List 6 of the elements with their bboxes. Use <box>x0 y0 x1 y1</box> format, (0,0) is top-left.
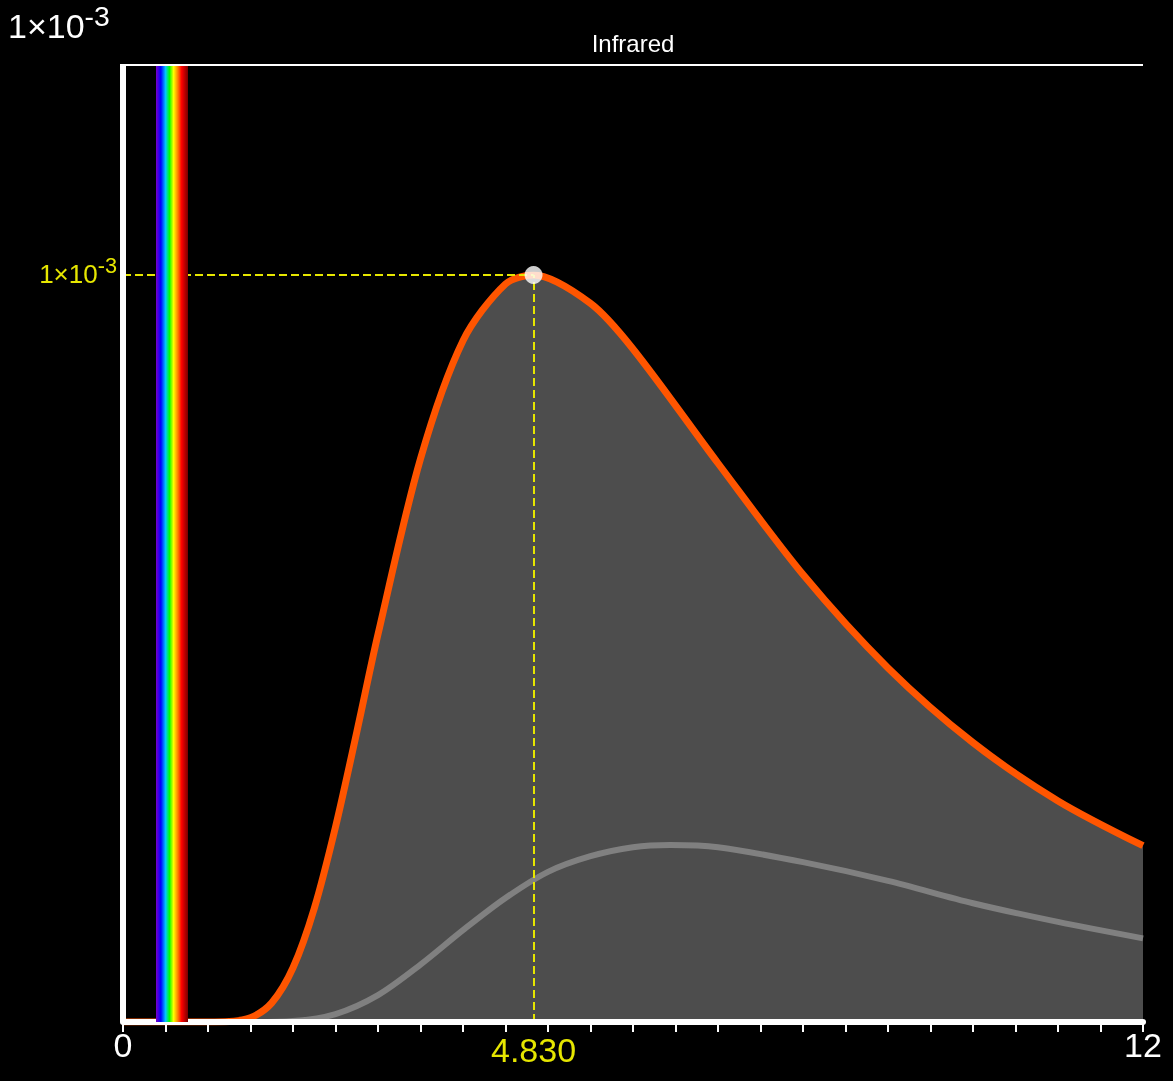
ref-line-label: 1×10$^{-3}$ <box>38 253 117 290</box>
text: Infrared <box>590 30 676 59</box>
ref-line-label: 4.830 <box>490 1030 578 1071</box>
x-tick-label: 12 <box>1124 1026 1162 1064</box>
x-tick-label: 0 <box>113 1026 133 1064</box>
text: 1×10$^{-3}$ <box>8 0 110 48</box>
